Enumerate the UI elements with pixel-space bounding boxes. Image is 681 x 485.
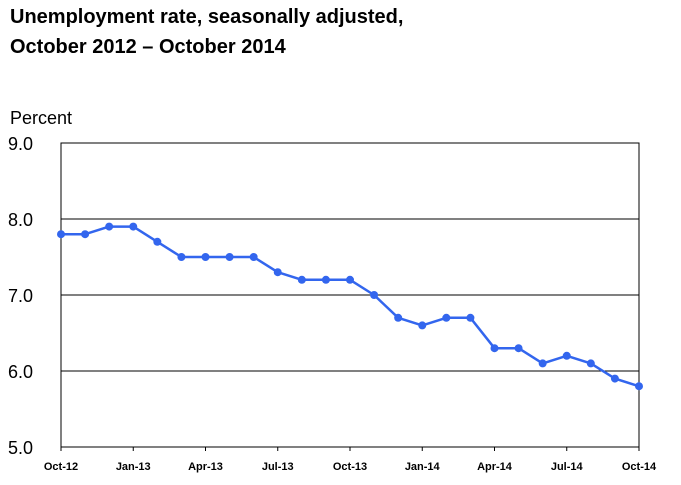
data-point xyxy=(273,268,282,277)
data-point xyxy=(81,230,90,239)
data-point xyxy=(466,313,475,322)
data-point xyxy=(346,275,354,284)
series-group xyxy=(57,222,643,391)
y-tick-label: 7.0 xyxy=(8,286,33,306)
y-tick-label: 8.0 xyxy=(8,210,33,230)
x-tick-label: Apr-14 xyxy=(477,461,513,473)
data-point xyxy=(394,313,403,322)
x-tick-label: Apr-13 xyxy=(188,461,223,473)
data-point xyxy=(514,344,523,353)
gridlines xyxy=(61,218,639,372)
x-tick-label: Oct-13 xyxy=(333,461,367,473)
data-point xyxy=(562,351,571,360)
data-point xyxy=(370,291,379,299)
chart-title-line-2: October 2012 – October 2014 xyxy=(10,36,286,58)
x-tick-label: Oct-14 xyxy=(622,461,657,473)
y-axis-label: Percent xyxy=(10,108,72,128)
x-tick-labels: Oct-12 Jan-13 Apr-13 Jul-13 Oct-13 Jan-14 Apr-… xyxy=(44,447,657,473)
data-point xyxy=(225,253,234,261)
data-point xyxy=(610,374,619,383)
data-point xyxy=(297,275,306,284)
series-line xyxy=(61,225,640,388)
y-tick-label: 9.0 xyxy=(8,134,33,154)
x-tick-label: Jan-13 xyxy=(116,461,151,473)
y-tick-label: 5.0 xyxy=(8,438,33,458)
data-point xyxy=(105,222,114,231)
data-point xyxy=(635,382,643,391)
data-point xyxy=(321,275,330,284)
x-tick-label: Oct-12 xyxy=(44,461,78,473)
data-point xyxy=(201,253,210,261)
data-point xyxy=(177,253,186,261)
data-point xyxy=(57,230,65,239)
data-point xyxy=(442,313,451,322)
y-tick-labels: 5.0 6.0 7.0 8.0 9.0 xyxy=(8,134,33,458)
data-point xyxy=(129,222,138,231)
data-point xyxy=(418,321,427,330)
x-tick-label: Jul-13 xyxy=(262,461,294,473)
x-tick-label: Jan-14 xyxy=(405,461,441,473)
data-point xyxy=(490,344,499,353)
chart-title-line-1: Unemployment rate, seasonally adjusted, xyxy=(10,6,404,28)
y-tick-label: 6.0 xyxy=(8,362,33,382)
data-point xyxy=(586,359,595,368)
x-tick-label: Jul-14 xyxy=(551,461,584,473)
data-point xyxy=(153,237,162,246)
data-point xyxy=(538,359,547,368)
data-point xyxy=(249,253,258,261)
